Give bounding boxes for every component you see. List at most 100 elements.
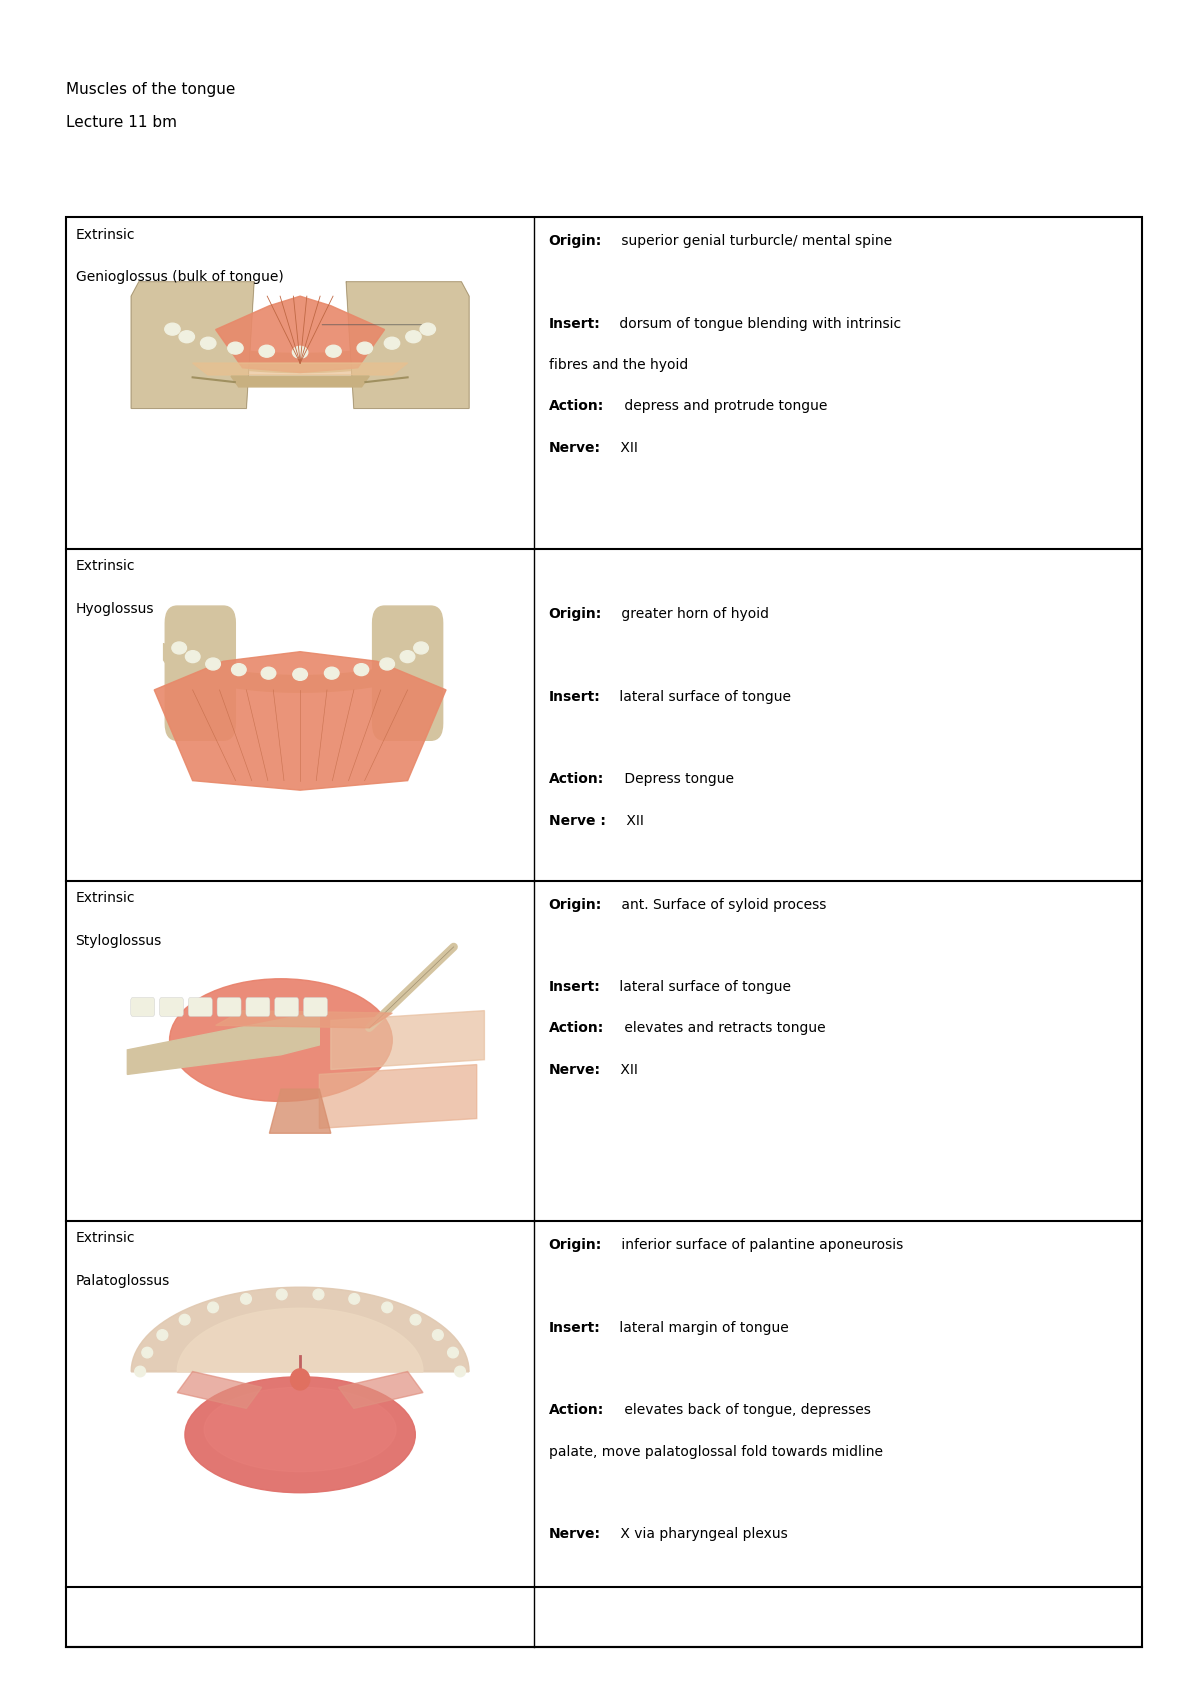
Text: elevates and retracts tongue: elevates and retracts tongue	[620, 1022, 826, 1036]
Ellipse shape	[205, 659, 221, 671]
Ellipse shape	[400, 650, 415, 662]
Polygon shape	[178, 1372, 262, 1408]
Ellipse shape	[358, 343, 372, 355]
Text: Muscles of the tongue: Muscles of the tongue	[66, 82, 235, 97]
Ellipse shape	[410, 1314, 421, 1324]
Ellipse shape	[172, 642, 186, 654]
Ellipse shape	[382, 1302, 392, 1313]
Polygon shape	[270, 1088, 331, 1133]
Ellipse shape	[164, 323, 180, 335]
Ellipse shape	[157, 1330, 168, 1340]
Ellipse shape	[200, 338, 216, 350]
Polygon shape	[216, 1010, 392, 1027]
Ellipse shape	[186, 650, 200, 662]
FancyBboxPatch shape	[166, 606, 235, 740]
Polygon shape	[346, 282, 469, 409]
Text: Action:: Action:	[548, 1403, 604, 1418]
Ellipse shape	[262, 667, 276, 679]
Text: Extrinsic: Extrinsic	[76, 228, 136, 241]
Ellipse shape	[313, 1289, 324, 1299]
Text: Origin:: Origin:	[548, 234, 602, 248]
FancyBboxPatch shape	[275, 997, 299, 1017]
FancyBboxPatch shape	[304, 997, 328, 1017]
Polygon shape	[232, 377, 370, 387]
Polygon shape	[131, 1287, 469, 1372]
Text: Nerve :: Nerve :	[548, 813, 606, 827]
Text: XII: XII	[622, 813, 644, 827]
Text: Nerve:: Nerve:	[548, 1527, 601, 1542]
Text: depress and protrude tongue: depress and protrude tongue	[620, 399, 827, 413]
Ellipse shape	[406, 331, 421, 343]
Text: Styloglossus: Styloglossus	[76, 934, 162, 947]
Text: Hyoglossus: Hyoglossus	[76, 603, 154, 616]
Polygon shape	[127, 1015, 319, 1075]
Ellipse shape	[414, 642, 428, 654]
Text: fibres and the hyoid: fibres and the hyoid	[548, 358, 688, 372]
Text: Origin:: Origin:	[548, 1238, 602, 1251]
Ellipse shape	[290, 1369, 310, 1391]
Polygon shape	[331, 1010, 485, 1070]
Ellipse shape	[448, 1347, 458, 1358]
Polygon shape	[178, 1307, 422, 1372]
Polygon shape	[193, 363, 408, 375]
Text: Action:: Action:	[548, 399, 604, 413]
Ellipse shape	[432, 1330, 443, 1340]
Text: Extrinsic: Extrinsic	[76, 559, 136, 574]
Ellipse shape	[228, 343, 244, 355]
Ellipse shape	[134, 1367, 145, 1377]
Ellipse shape	[208, 1302, 218, 1313]
Polygon shape	[163, 644, 437, 693]
Text: elevates back of tongue, depresses: elevates back of tongue, depresses	[620, 1403, 871, 1418]
Ellipse shape	[204, 1387, 396, 1472]
Text: lateral margin of tongue: lateral margin of tongue	[616, 1321, 790, 1335]
Text: dorsum of tongue blending with intrinsic: dorsum of tongue blending with intrinsic	[616, 318, 901, 331]
Text: Insert:: Insert:	[548, 1321, 600, 1335]
Text: Extrinsic: Extrinsic	[76, 891, 136, 905]
Ellipse shape	[455, 1367, 466, 1377]
Text: Nerve:: Nerve:	[548, 1063, 601, 1077]
Text: superior genial turburcle/ mental spine: superior genial turburcle/ mental spine	[617, 234, 893, 248]
Ellipse shape	[349, 1294, 360, 1304]
Text: Lecture 11 bm: Lecture 11 bm	[66, 115, 178, 131]
Ellipse shape	[241, 1294, 251, 1304]
FancyBboxPatch shape	[131, 997, 155, 1017]
Ellipse shape	[259, 345, 275, 357]
Ellipse shape	[354, 664, 368, 676]
Polygon shape	[156, 326, 444, 372]
Ellipse shape	[169, 978, 392, 1102]
Ellipse shape	[324, 667, 340, 679]
Text: lateral surface of tongue: lateral surface of tongue	[616, 980, 792, 993]
Polygon shape	[131, 282, 254, 409]
Text: Nerve:: Nerve:	[548, 440, 601, 455]
Text: Extrinsic: Extrinsic	[76, 1231, 136, 1245]
Ellipse shape	[276, 1289, 287, 1299]
Text: Genioglossus (bulk of tongue): Genioglossus (bulk of tongue)	[76, 270, 283, 284]
Text: palate, move palatoglossal fold towards midline: palate, move palatoglossal fold towards …	[548, 1445, 883, 1459]
Ellipse shape	[380, 659, 395, 671]
FancyBboxPatch shape	[188, 997, 212, 1017]
Text: Action:: Action:	[548, 1022, 604, 1036]
Ellipse shape	[293, 346, 307, 358]
Ellipse shape	[185, 1377, 415, 1493]
Polygon shape	[319, 1065, 476, 1129]
Polygon shape	[216, 295, 384, 372]
FancyBboxPatch shape	[217, 997, 241, 1017]
Polygon shape	[155, 652, 446, 790]
Ellipse shape	[142, 1347, 152, 1358]
Text: inferior surface of palantine aponeurosis: inferior surface of palantine aponeurosi…	[617, 1238, 904, 1251]
Text: Action:: Action:	[548, 773, 604, 786]
Ellipse shape	[420, 323, 436, 335]
Text: X via pharyngeal plexus: X via pharyngeal plexus	[616, 1527, 787, 1542]
Text: XII: XII	[616, 1063, 637, 1077]
Ellipse shape	[232, 664, 246, 676]
Text: Insert:: Insert:	[548, 318, 600, 331]
Text: Palatoglossus: Palatoglossus	[76, 1274, 170, 1289]
Ellipse shape	[326, 345, 341, 357]
Text: Depress tongue: Depress tongue	[620, 773, 734, 786]
Text: Insert:: Insert:	[548, 980, 600, 993]
Text: Origin:: Origin:	[548, 608, 602, 621]
FancyBboxPatch shape	[372, 606, 443, 740]
Ellipse shape	[179, 331, 194, 343]
Text: Insert:: Insert:	[548, 689, 600, 703]
Ellipse shape	[179, 1314, 190, 1324]
